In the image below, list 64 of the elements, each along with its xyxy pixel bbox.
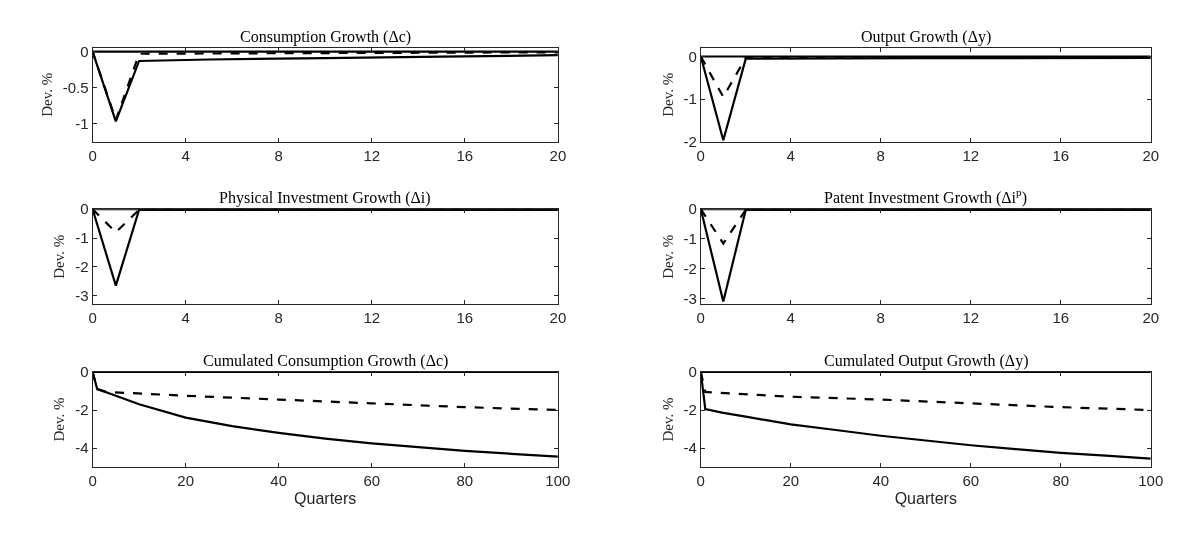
y-tick-label: 0 [80,42,89,60]
x-tick-label: 4 [181,146,190,164]
x-tick-label: 8 [876,309,885,327]
x-tick-label: 40 [872,472,890,490]
x-tick-label: 20 [549,146,567,164]
x-tick-label: 20 [782,472,800,490]
y-axis-title: Dev. % [659,72,676,117]
x-tick-label: 80 [456,472,474,490]
x-tick-label: 12 [363,309,381,327]
chart-title: Patent Investment Growth (Δi$^{p}$) [824,186,1027,207]
y-tick-label: -3 [683,289,697,307]
x-tick-label: 16 [456,146,474,164]
y-tick-label: -2 [683,132,697,150]
x-tick-label: 8 [274,146,283,164]
y-tick-label: -4 [75,439,89,457]
x-tick-label: 8 [876,146,885,164]
y-tick-label: -1 [683,90,697,108]
x-tick-label: 100 [545,472,571,490]
y-tick-label: -1 [683,230,697,248]
x-tick-label: 16 [1052,146,1070,164]
y-tick-label: -2 [75,258,89,276]
y-tick-label: 0 [688,47,697,65]
y-tick-label: -1 [75,229,89,247]
y-tick-label: -2 [683,401,697,419]
y-axis-title: Dev. % [659,234,676,279]
y-tick-label: 0 [80,363,89,381]
x-tick-label: 8 [274,309,283,327]
x-axis-title: Quarters [294,489,357,507]
x-tick-label: 12 [962,309,980,327]
chart-title: Cumulated Output Growth (Δy) [824,352,1029,370]
y-axis-title: Dev. % [659,397,676,442]
chart-title: Consumption Growth (Δc) [240,28,412,46]
chart-title: Cumulated Consumption Growth (Δc) [203,352,449,370]
x-tick-label: 4 [181,309,190,327]
y-tick-label: -2 [75,401,89,419]
x-tick-label: 16 [456,309,474,327]
x-tick-label: 20 [1142,309,1160,327]
x-tick-label: 60 [363,472,381,490]
x-tick-label: 12 [962,146,980,164]
x-tick-label: 4 [786,146,795,164]
x-tick-label: 100 [1138,472,1164,490]
x-tick-label: 60 [962,472,980,490]
x-tick-label: 20 [177,472,194,490]
x-tick-label: 4 [786,309,795,327]
y-axis-title: Dev. % [51,234,68,279]
y-tick-label: 0 [688,363,697,381]
y-tick-label: -3 [75,286,89,304]
y-tick-label: -4 [683,439,697,457]
y-tick-label: -0.5 [62,78,89,96]
x-axis-title: Quarters [894,489,957,507]
x-tick-label: 12 [363,146,381,164]
y-axis-title: Dev. % [38,72,55,117]
y-tick-label: 0 [688,200,697,218]
y-tick-label: 0 [80,200,89,218]
y-tick-label: -1 [75,114,89,132]
x-tick-label: 16 [1052,309,1070,327]
x-tick-label: 40 [270,472,288,490]
x-tick-label: 80 [1052,472,1070,490]
chart-title: Physical Investment Growth (Δi) [219,189,431,207]
x-tick-label: 20 [549,309,567,327]
chart-title: Output Growth (Δy) [861,28,992,46]
y-axis-title: Dev. % [51,397,68,442]
y-tick-label: -2 [683,259,697,277]
x-tick-label: 20 [1142,146,1160,164]
